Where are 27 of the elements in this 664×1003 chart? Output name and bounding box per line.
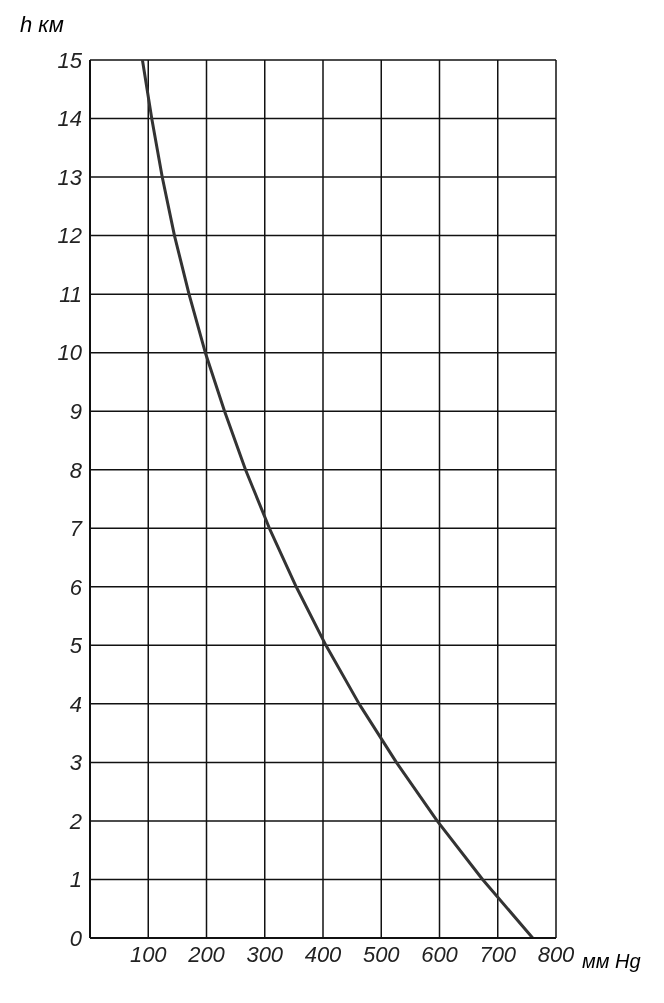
x-tick-label: 500 xyxy=(362,941,401,967)
x-tick-label: 200 xyxy=(187,941,226,967)
y-tick-label: 4 xyxy=(69,691,82,717)
x-tick-label: 400 xyxy=(304,941,343,967)
y-tick-label: 6 xyxy=(69,574,83,600)
y-tick-label: 15 xyxy=(57,47,83,73)
y-tick-label: 8 xyxy=(69,457,83,483)
y-tick-label: 7 xyxy=(69,516,83,542)
y-tick-label: 11 xyxy=(59,281,82,307)
y-tick-label: 3 xyxy=(69,750,83,776)
x-tick-label: 800 xyxy=(537,941,576,967)
y-tick-label: 1 xyxy=(69,867,82,893)
y-tick-label: 5 xyxy=(69,633,83,659)
y-tick-label: 13 xyxy=(57,164,83,190)
y-axis-title: h км xyxy=(20,12,64,38)
y-tick-label: 2 xyxy=(68,808,82,834)
y-tick-label: 12 xyxy=(57,223,82,249)
x-tick-label: 600 xyxy=(421,941,459,967)
x-tick-label: 100 xyxy=(129,941,168,967)
line-series xyxy=(140,60,535,938)
x-tick-label: 700 xyxy=(479,941,517,967)
x-tick-label: 300 xyxy=(246,941,284,967)
y-tick-label: 10 xyxy=(57,340,83,366)
y-tick-label: 0 xyxy=(69,925,83,951)
y-tick-label: 9 xyxy=(69,399,82,425)
y-tick-label: 14 xyxy=(57,106,82,132)
x-axis-title: мм Hg xyxy=(582,950,641,973)
